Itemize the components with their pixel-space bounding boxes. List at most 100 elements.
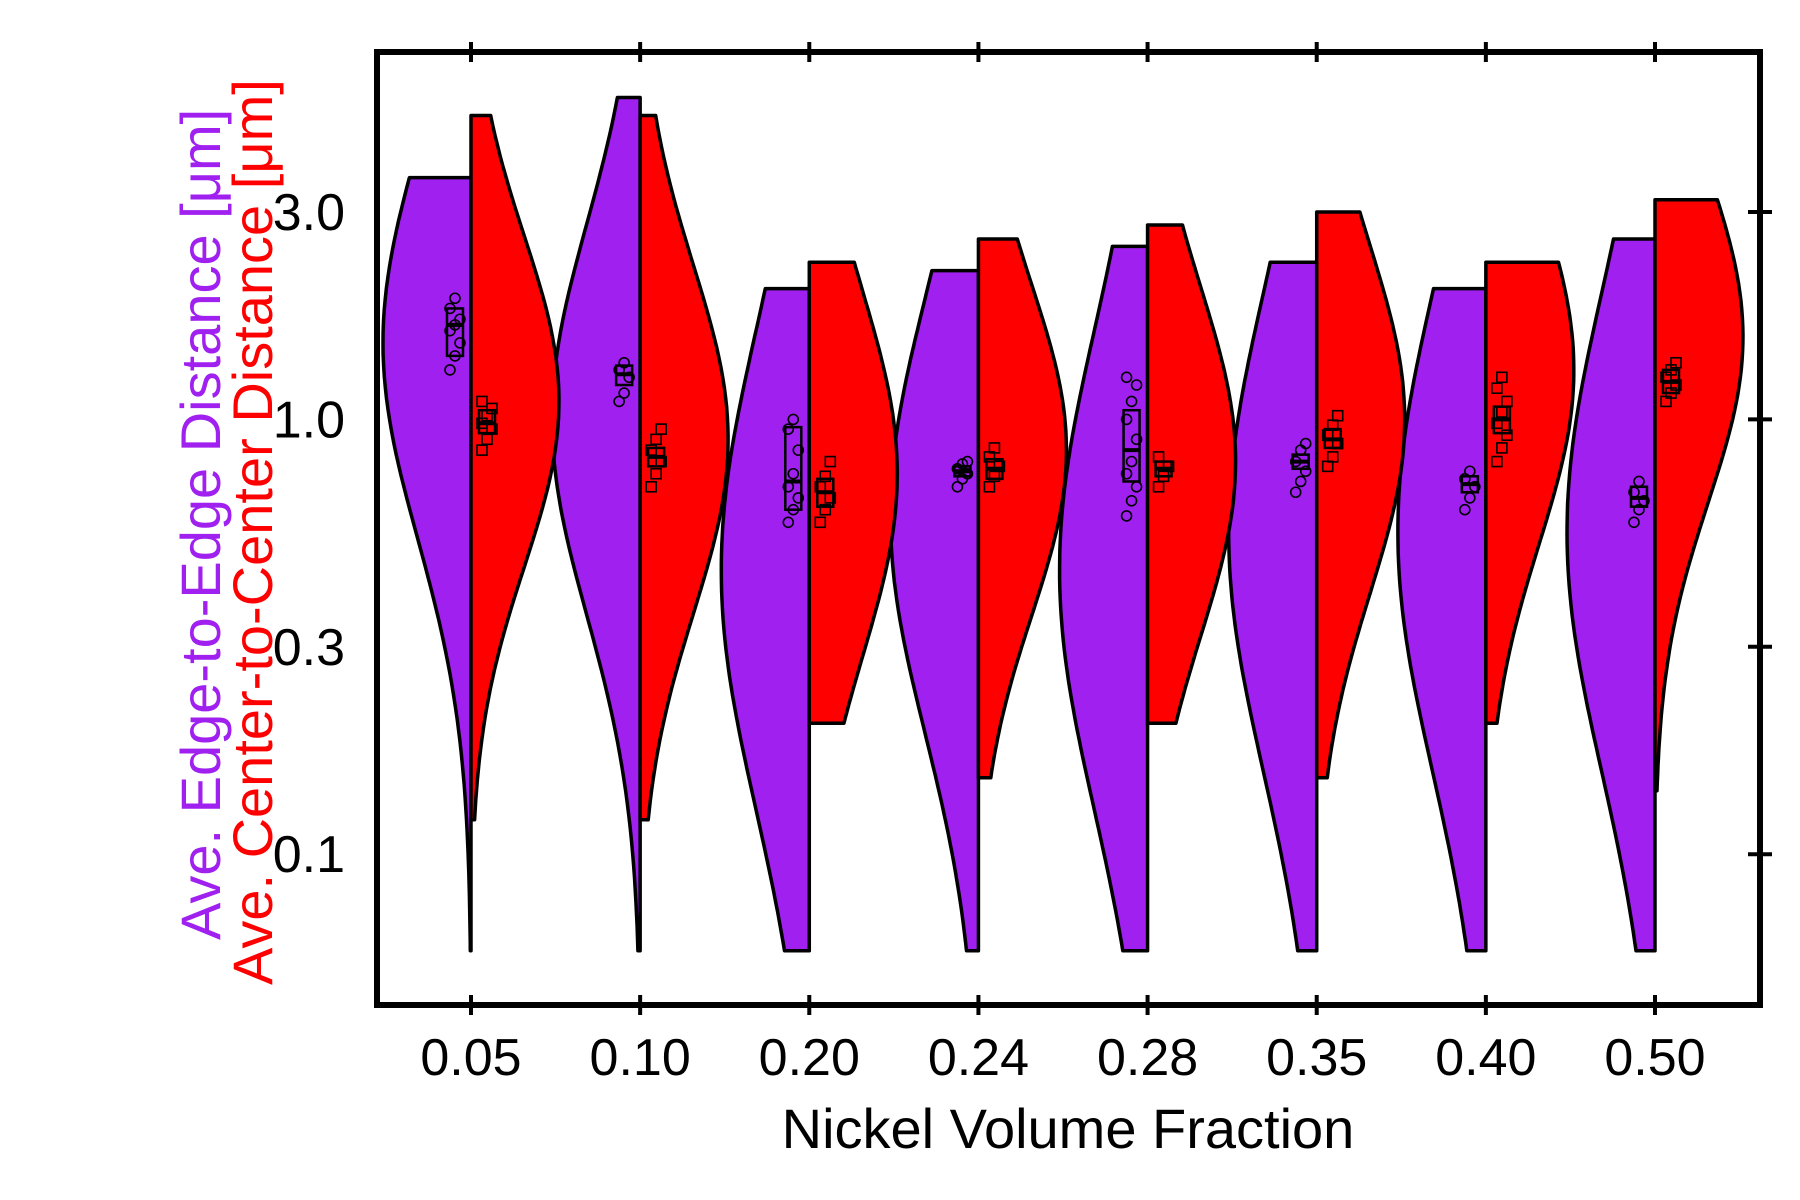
x-tick-label-0.35: 0.35 [1266, 1029, 1367, 1087]
violin-right-0.10 [638, 113, 730, 822]
point-left-0.50-4 [1633, 475, 1645, 488]
point-left-0.05-0 [444, 364, 456, 376]
box-left-0.28 [1122, 408, 1141, 483]
point-left-0.20-0 [782, 516, 795, 529]
violin-right-0.24 [976, 237, 1069, 780]
point-left-0.05-7 [449, 292, 461, 305]
point-left-0.24-5 [961, 455, 974, 468]
point-right-0.28-3 [1152, 451, 1165, 463]
point-left-0.40-0 [1459, 503, 1471, 516]
point-left-0.20-3 [782, 480, 795, 493]
point-right-0.20-0 [814, 516, 827, 529]
point-left-0.28-1 [1125, 494, 1138, 507]
point-left-0.35-2 [1299, 465, 1312, 478]
point-left-0.40-2 [1469, 480, 1481, 493]
violin-left-0.40 [1396, 286, 1488, 953]
point-right-0.10-0 [645, 480, 657, 493]
point-right-0.40-6 [1491, 382, 1503, 394]
point-left-0.10-0 [613, 395, 625, 408]
violin-right-0.05 [469, 113, 561, 822]
point-right-0.20-4 [819, 470, 832, 483]
point-right-0.10-5 [655, 423, 667, 435]
point-left-0.28-2 [1130, 480, 1143, 493]
point-left-0.05-6 [444, 302, 456, 315]
violin-left-0.35 [1226, 260, 1319, 953]
point-right-0.35-2 [1331, 437, 1344, 450]
point-left-0.05-5 [454, 313, 466, 326]
point-right-0.50-2 [1670, 379, 1682, 391]
y-axis-title-center: Ave. Center-to-Center Distance [μm] [221, 79, 284, 985]
x-tick-label-0.05: 0.05 [420, 1029, 521, 1087]
x-axis: 0.05 0.10 0.20 0.24 0.28 0.35 0.40 0.50 [420, 42, 1706, 1087]
point-left-0.35-0 [1289, 486, 1302, 499]
violin-right-0.28 [1145, 223, 1238, 726]
plot-frame [374, 49, 1763, 1008]
point-left-0.24-2 [961, 467, 974, 480]
point-right-0.40-7 [1496, 371, 1508, 384]
point-right-0.40-5 [1501, 395, 1513, 408]
point-left-0.28-9 [1120, 371, 1133, 384]
point-left-0.28-4 [1125, 455, 1138, 468]
y-tick-label-0.1: 0.1 [273, 826, 345, 884]
point-layer [444, 292, 1682, 529]
point-left-0.05-1 [449, 350, 461, 362]
point-right-0.10-1 [650, 467, 662, 480]
point-right-0.20-2 [824, 492, 837, 504]
point-left-0.20-5 [792, 444, 805, 456]
point-right-0.40-1 [1496, 442, 1508, 454]
point-left-0.10-4 [618, 356, 630, 369]
violin-left-0.50 [1565, 237, 1657, 953]
point-left-0.20-7 [787, 413, 800, 426]
x-tick-label-0.40: 0.40 [1435, 1029, 1536, 1087]
violin-right-0.40 [1484, 260, 1576, 726]
point-left-0.35-3 [1289, 455, 1302, 468]
point-left-0.50-1 [1633, 503, 1645, 516]
point-left-0.28-7 [1125, 395, 1138, 408]
point-right-0.10-2 [655, 455, 667, 468]
x-tick-label-0.10: 0.10 [590, 1029, 691, 1087]
point-left-0.40-4 [1464, 465, 1476, 478]
violin-left-0.24 [888, 268, 981, 953]
violin-right-0.35 [1314, 210, 1407, 780]
point-left-0.05-2 [454, 337, 466, 349]
point-right-0.20-5 [824, 455, 837, 468]
point-right-0.40-0 [1491, 455, 1503, 468]
violin-right-0.20 [807, 260, 900, 726]
y-tick-label-1.0: 1.0 [273, 391, 345, 449]
point-right-0.05-5 [486, 402, 498, 415]
violin-left-0.05 [381, 175, 473, 953]
point-left-0.28-0 [1120, 510, 1133, 522]
point-right-0.40-3 [1491, 417, 1503, 430]
point-right-0.05-2 [486, 423, 498, 435]
point-left-0.10-1 [618, 387, 630, 399]
point-left-0.28-6 [1120, 413, 1133, 426]
violin-layer [381, 95, 1745, 953]
x-tick-label-0.20: 0.20 [759, 1029, 860, 1087]
y-axis-title-edge: Ave. Edge-to-Edge Distance [μm] [169, 109, 232, 940]
point-left-0.28-8 [1130, 379, 1143, 391]
point-left-0.20-1 [787, 503, 800, 516]
y-axis: 0.1 0.3 1.0 3.0 [273, 184, 1772, 884]
point-left-0.35-5 [1299, 437, 1312, 450]
violin-left-0.10 [550, 95, 642, 953]
violin-left-0.28 [1057, 244, 1150, 953]
x-tick-label-0.28: 0.28 [1097, 1029, 1198, 1087]
x-tick-label-0.24: 0.24 [928, 1029, 1029, 1087]
point-left-0.28-3 [1120, 467, 1133, 480]
y-tick-label-0.3: 0.3 [273, 619, 345, 677]
point-right-0.24-4 [988, 442, 1001, 454]
point-right-0.35-5 [1331, 409, 1344, 422]
point-left-0.10-2 [623, 371, 635, 384]
point-right-0.05-6 [476, 395, 488, 408]
x-tick-label-0.50: 0.50 [1604, 1029, 1705, 1087]
point-left-0.28-5 [1130, 433, 1143, 446]
point-left-0.50-0 [1628, 516, 1640, 529]
point-right-0.50-5 [1670, 356, 1682, 369]
point-left-0.20-4 [787, 467, 800, 480]
point-left-0.50-3 [1628, 486, 1640, 499]
violin-left-0.20 [719, 286, 812, 953]
x-axis-title: Nickel Volume Fraction [782, 1097, 1355, 1160]
point-right-0.20-1 [819, 503, 832, 516]
point-right-0.24-2 [993, 460, 1006, 473]
